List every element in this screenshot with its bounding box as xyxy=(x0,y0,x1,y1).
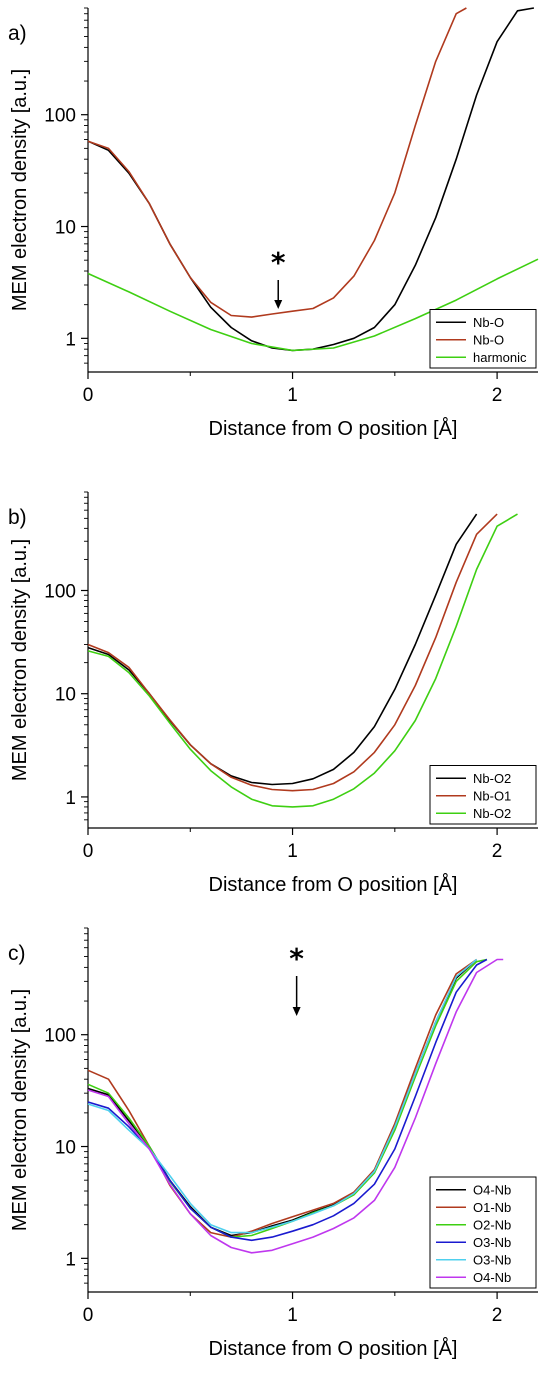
y-tick-label: 1 xyxy=(65,788,76,809)
legend-entry: O2-Nb xyxy=(473,1217,511,1232)
chart-panel-b: 0 1 2 1 10 100 Distance from O position [Å] MEM… xyxy=(8,491,538,896)
legend-entry: Nb-O2 xyxy=(473,771,511,786)
y-axis-label: MEM electron density [a.u.] xyxy=(9,989,31,1231)
series-line-2 xyxy=(87,958,478,1238)
y-axis-label: MEM electron density [a.u.] xyxy=(9,69,31,311)
series-line-2 xyxy=(87,7,467,318)
panel-label: b) xyxy=(8,506,27,529)
legend-entry: Nb-O2 xyxy=(473,806,511,821)
x-tick-label: 2 xyxy=(492,1305,503,1326)
series-line-4 xyxy=(87,958,488,1242)
legend-entry: O3-Nb xyxy=(473,1235,511,1250)
annotation-arrow-head xyxy=(274,300,283,309)
x-tick-label: 2 xyxy=(492,385,503,406)
legend-box xyxy=(429,309,537,369)
panel-label: a) xyxy=(8,22,27,45)
legend-box xyxy=(429,1176,537,1289)
legend-entry: O4-Nb xyxy=(473,1270,511,1285)
x-axis-label: Distance from O position [Å] xyxy=(209,417,458,440)
x-tick-label: 0 xyxy=(83,841,94,862)
legend-box xyxy=(429,765,537,825)
y-tick-label: 1 xyxy=(65,329,76,350)
series-line-1 xyxy=(87,7,535,352)
annotation-asterisk: * xyxy=(289,942,304,975)
x-tick-label: 0 xyxy=(83,385,94,406)
annotation-asterisk: * xyxy=(271,246,286,279)
x-tick-label: 1 xyxy=(287,841,298,862)
series-line-3 xyxy=(87,258,539,352)
y-tick-label: 100 xyxy=(44,106,76,127)
y-tick-label: 10 xyxy=(55,218,76,239)
y-tick-label: 1 xyxy=(65,1249,76,1270)
chart-panel-a: 0 1 2 1 10 100 Distance from O position [Å] MEM… xyxy=(8,7,539,440)
annotation-arrow-head xyxy=(292,1007,301,1016)
y-tick-label: 10 xyxy=(55,685,76,706)
x-tick-label: 1 xyxy=(287,385,298,406)
legend-entry: harmonic xyxy=(473,350,527,365)
series-line-3 xyxy=(87,513,518,808)
series-line-6 xyxy=(87,958,504,1254)
legend-entry: Nb-O1 xyxy=(473,788,511,803)
x-tick-label: 0 xyxy=(83,1305,94,1326)
series-line-2 xyxy=(87,513,498,792)
chart-panel-c: 0 1 2 1 10 100 Distance from O position [Å] MEM… xyxy=(8,927,538,1360)
legend-entry: Nb-O xyxy=(473,315,504,330)
y-tick-label: 100 xyxy=(44,1026,76,1047)
panel-label: c) xyxy=(8,942,26,965)
legend-entry: O4-Nb xyxy=(473,1182,511,1197)
series-line-5 xyxy=(87,958,478,1234)
series-line-1 xyxy=(87,513,478,786)
x-axis-label: Distance from O position [Å] xyxy=(209,1337,458,1360)
series-line-3 xyxy=(87,958,488,1238)
x-axis-label: Distance from O position [Å] xyxy=(209,873,458,896)
x-tick-label: 2 xyxy=(492,841,503,862)
series-line-1 xyxy=(87,958,478,1237)
x-tick-label: 1 xyxy=(287,1305,298,1326)
y-axis-label: MEM electron density [a.u.] xyxy=(9,539,31,781)
legend-entry: O3-Nb xyxy=(473,1252,511,1267)
y-tick-label: 100 xyxy=(44,581,76,602)
legend-entry: O1-Nb xyxy=(473,1200,511,1215)
y-tick-label: 10 xyxy=(55,1138,76,1159)
legend-entry: Nb-O xyxy=(473,332,504,347)
